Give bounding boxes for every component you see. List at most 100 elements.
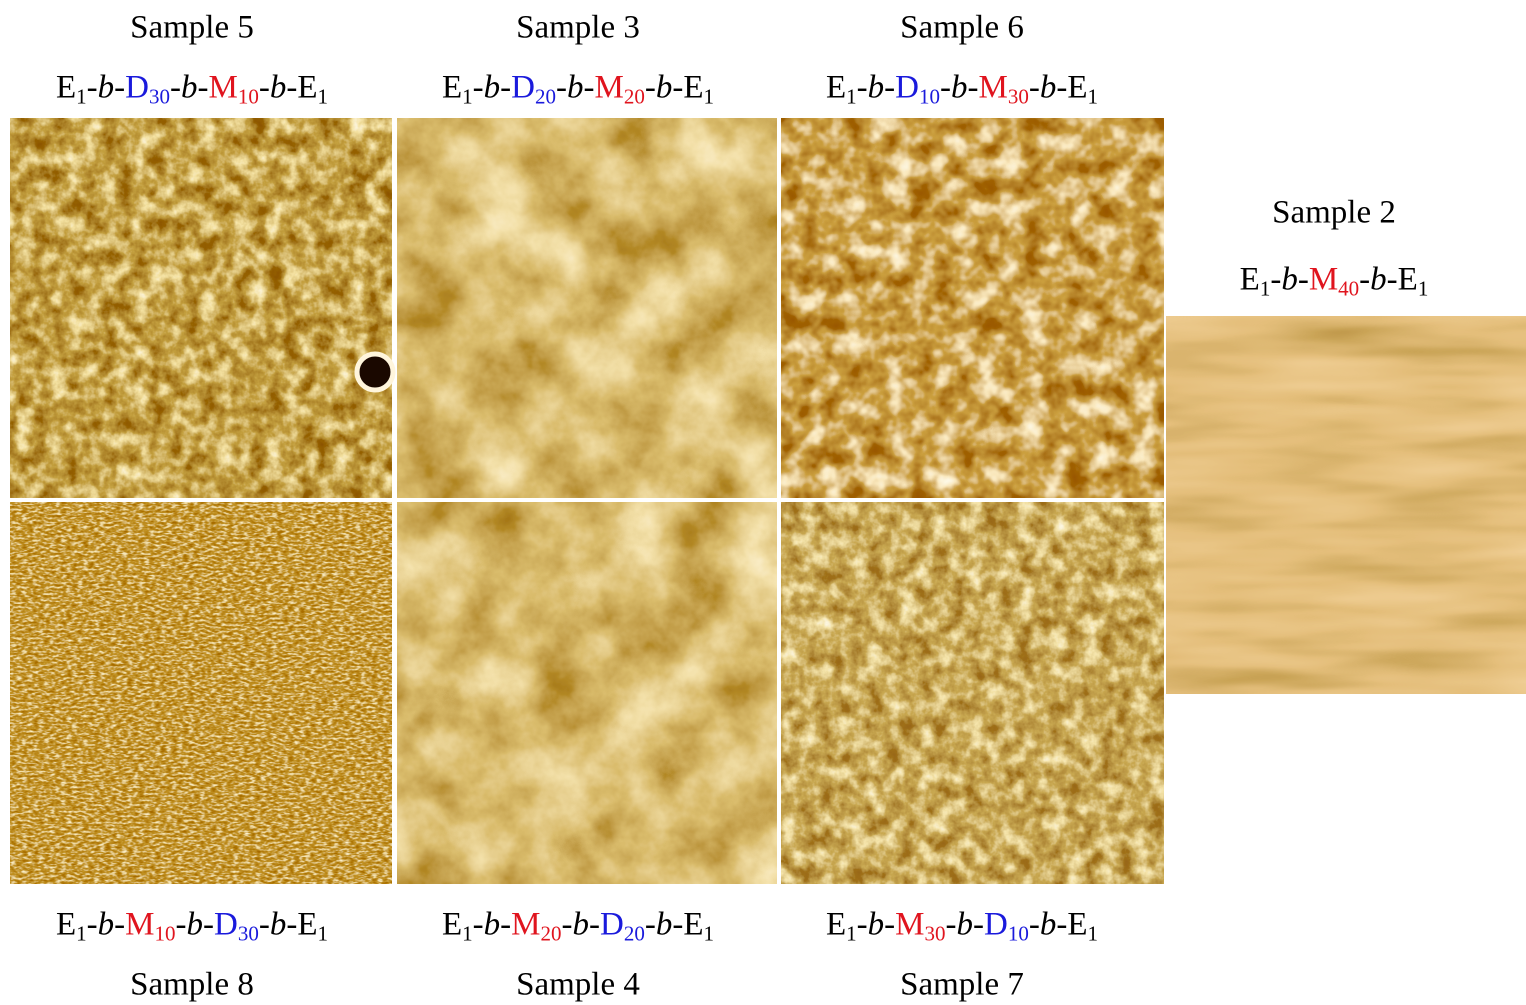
afm-image	[781, 502, 1164, 884]
formula-part: -	[286, 907, 297, 943]
formula-part: b	[181, 70, 198, 106]
subscript: 10	[919, 85, 940, 109]
formula-part: -	[500, 907, 511, 943]
subscript: 1	[1260, 277, 1271, 301]
formula-part: M	[595, 70, 624, 106]
formula-part: b	[270, 907, 287, 943]
formula-part: D	[511, 70, 535, 106]
subscript: 10	[1008, 922, 1029, 946]
subscript: 40	[1338, 277, 1359, 301]
formula-part: D	[214, 907, 238, 943]
sample-label: Sample 4	[516, 969, 640, 1002]
subscript: 30	[1008, 85, 1029, 109]
formula-part: E	[1240, 262, 1260, 298]
subscript: 1	[462, 922, 473, 946]
formula-part: b	[270, 70, 287, 106]
formula-part: -	[672, 70, 683, 106]
formula-part: -	[170, 70, 181, 106]
subscript: 1	[704, 922, 715, 946]
formula-part: -	[1298, 262, 1309, 298]
formula-part: -	[973, 907, 984, 943]
afm-image	[781, 118, 1164, 498]
formula-part: M	[979, 70, 1008, 106]
subscript: 1	[846, 922, 857, 946]
subscript: 20	[624, 922, 645, 946]
sample-label: Sample 3	[516, 12, 640, 45]
formula-part: b	[98, 907, 115, 943]
formula-part: M	[209, 70, 238, 106]
formula-part: b	[951, 70, 968, 106]
subscript: 1	[1418, 277, 1429, 301]
formula-part: D	[895, 70, 919, 106]
formula-part: -	[857, 907, 868, 943]
formula-part: -	[1056, 70, 1067, 106]
formula-part: E	[297, 907, 317, 943]
formula-part: E	[683, 70, 703, 106]
formula-part: E	[442, 70, 462, 106]
formula-part: -	[176, 907, 187, 943]
formula-part: -	[857, 70, 868, 106]
formula: E1-b-M10-b-D30-b-E1	[56, 909, 328, 942]
formula-part: -	[198, 70, 209, 106]
surface-defect	[357, 354, 393, 390]
formula-part: -	[473, 70, 484, 106]
formula-part: b	[868, 70, 885, 106]
afm-image	[1166, 316, 1526, 694]
formula-part: -	[884, 70, 895, 106]
afm-image	[397, 118, 777, 498]
formula-part: b	[484, 70, 501, 106]
formula: E1-b-D20-b-M20-b-E1	[442, 72, 714, 105]
subscript: 1	[846, 85, 857, 109]
sample-label: Sample 8	[130, 969, 254, 1002]
formula-part: -	[1029, 907, 1040, 943]
formula-part: E	[1067, 70, 1087, 106]
formula-part: b	[957, 907, 974, 943]
formula-part: -	[1270, 262, 1281, 298]
subscript: 1	[1088, 85, 1099, 109]
formula-part: -	[968, 70, 979, 106]
formula-part: M	[895, 907, 924, 943]
formula-part: -	[556, 70, 567, 106]
formula-part: -	[114, 907, 125, 943]
formula-part: b	[656, 70, 673, 106]
formula-part: -	[87, 70, 98, 106]
sample-label: Sample 7	[900, 969, 1024, 1002]
formula-part: M	[125, 907, 154, 943]
afm-image	[397, 502, 777, 884]
formula-part: -	[259, 70, 270, 106]
formula-part: b	[1370, 262, 1387, 298]
formula-part: -	[584, 70, 595, 106]
formula: E1-b-D30-b-M10-b-E1	[56, 72, 328, 105]
formula-part: -	[645, 70, 656, 106]
formula-part: b	[1281, 262, 1298, 298]
subscript: 1	[76, 85, 87, 109]
formula-part: -	[286, 70, 297, 106]
subscript: 10	[238, 85, 259, 109]
formula-part: b	[187, 907, 204, 943]
formula: E1-b-M40-b-E1	[1240, 264, 1429, 297]
formula-part: E	[297, 70, 317, 106]
formula-part: -	[500, 70, 511, 106]
formula-part: -	[946, 907, 957, 943]
formula-part: b	[868, 907, 885, 943]
formula-part: -	[203, 907, 214, 943]
afm-image	[10, 502, 392, 884]
formula-part: -	[672, 907, 683, 943]
formula-part: E	[826, 907, 846, 943]
formula-part: -	[87, 907, 98, 943]
formula-part: E	[1398, 262, 1418, 298]
formula-part: E	[826, 70, 846, 106]
subscript: 1	[462, 85, 473, 109]
sample-label: Sample 6	[900, 12, 1024, 45]
formula-part: E	[683, 907, 703, 943]
formula-part: -	[1056, 907, 1067, 943]
formula-part: -	[645, 907, 656, 943]
formula-part: -	[259, 907, 270, 943]
subscript: 1	[318, 85, 329, 109]
formula-part: -	[589, 907, 600, 943]
formula-part: -	[1359, 262, 1370, 298]
formula-part: E	[56, 907, 76, 943]
formula-part: -	[884, 907, 895, 943]
formula-part: M	[1309, 262, 1338, 298]
formula-part: b	[573, 907, 590, 943]
